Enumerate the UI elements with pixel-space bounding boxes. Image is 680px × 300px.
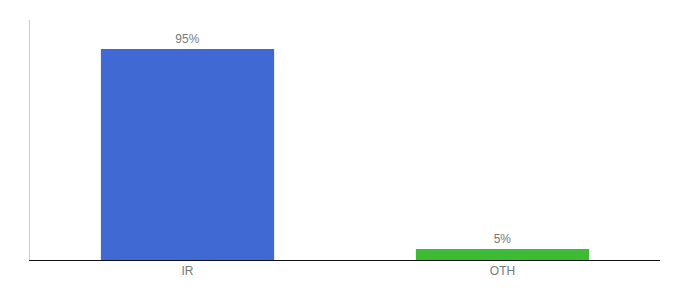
svg-text:5%: 5%: [494, 232, 512, 246]
svg-text:IR: IR: [182, 264, 194, 278]
svg-text:95%: 95%: [175, 32, 199, 46]
svg-text:OTH: OTH: [490, 264, 515, 278]
